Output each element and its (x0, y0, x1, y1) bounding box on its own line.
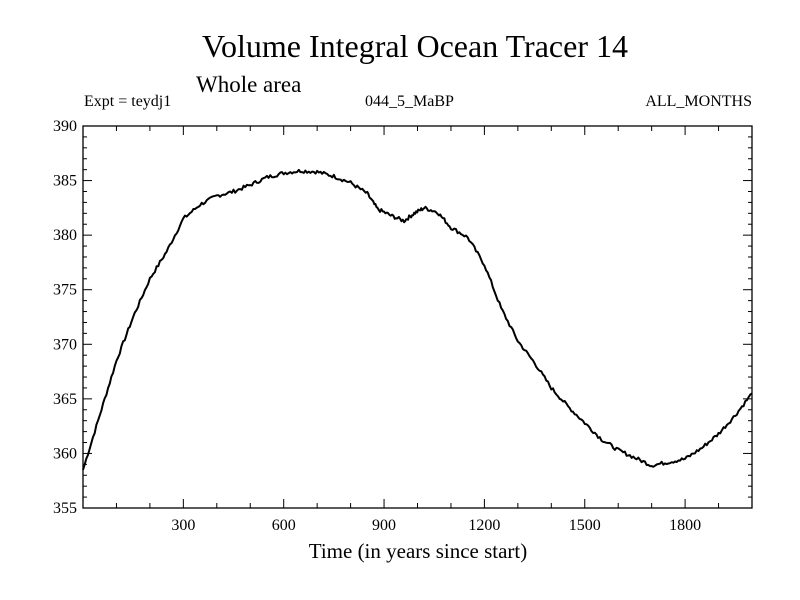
y-tick-label: 380 (53, 227, 77, 244)
x-tick-label: 600 (272, 517, 296, 534)
x-tick-label: 1800 (669, 517, 701, 534)
run-label: 044_5_MaBP (365, 93, 454, 110)
y-tick-label: 360 (53, 445, 77, 462)
x-tick-label: 300 (171, 517, 195, 534)
experiment-label: Expt = teydj1 (84, 93, 172, 110)
plot-frame (82, 125, 753, 509)
axis-ticks (83, 126, 752, 508)
x-axis-label: Time (in years since start) (309, 539, 528, 563)
months-label: ALL_MONTHS (645, 93, 752, 110)
y-tick-label: 385 (53, 173, 77, 190)
chart-title: Volume Integral Ocean Tracer 14 (202, 28, 628, 64)
y-tick-label: 365 (53, 391, 77, 408)
chart-subtitle: Whole area (196, 72, 302, 97)
axis-tick-labels: 300 600 900 1200 1500 1800 355 360 365 370 375 380 3… (53, 118, 701, 534)
y-tick-label: 355 (53, 500, 77, 517)
x-tick-label: 1200 (468, 517, 500, 534)
x-tick-label: 900 (372, 517, 396, 534)
y-tick-label: 390 (53, 118, 77, 135)
y-tick-label: 370 (53, 336, 77, 353)
x-tick-label: 1500 (569, 517, 601, 534)
series-line (82, 168, 753, 471)
y-tick-label: 375 (53, 282, 77, 299)
